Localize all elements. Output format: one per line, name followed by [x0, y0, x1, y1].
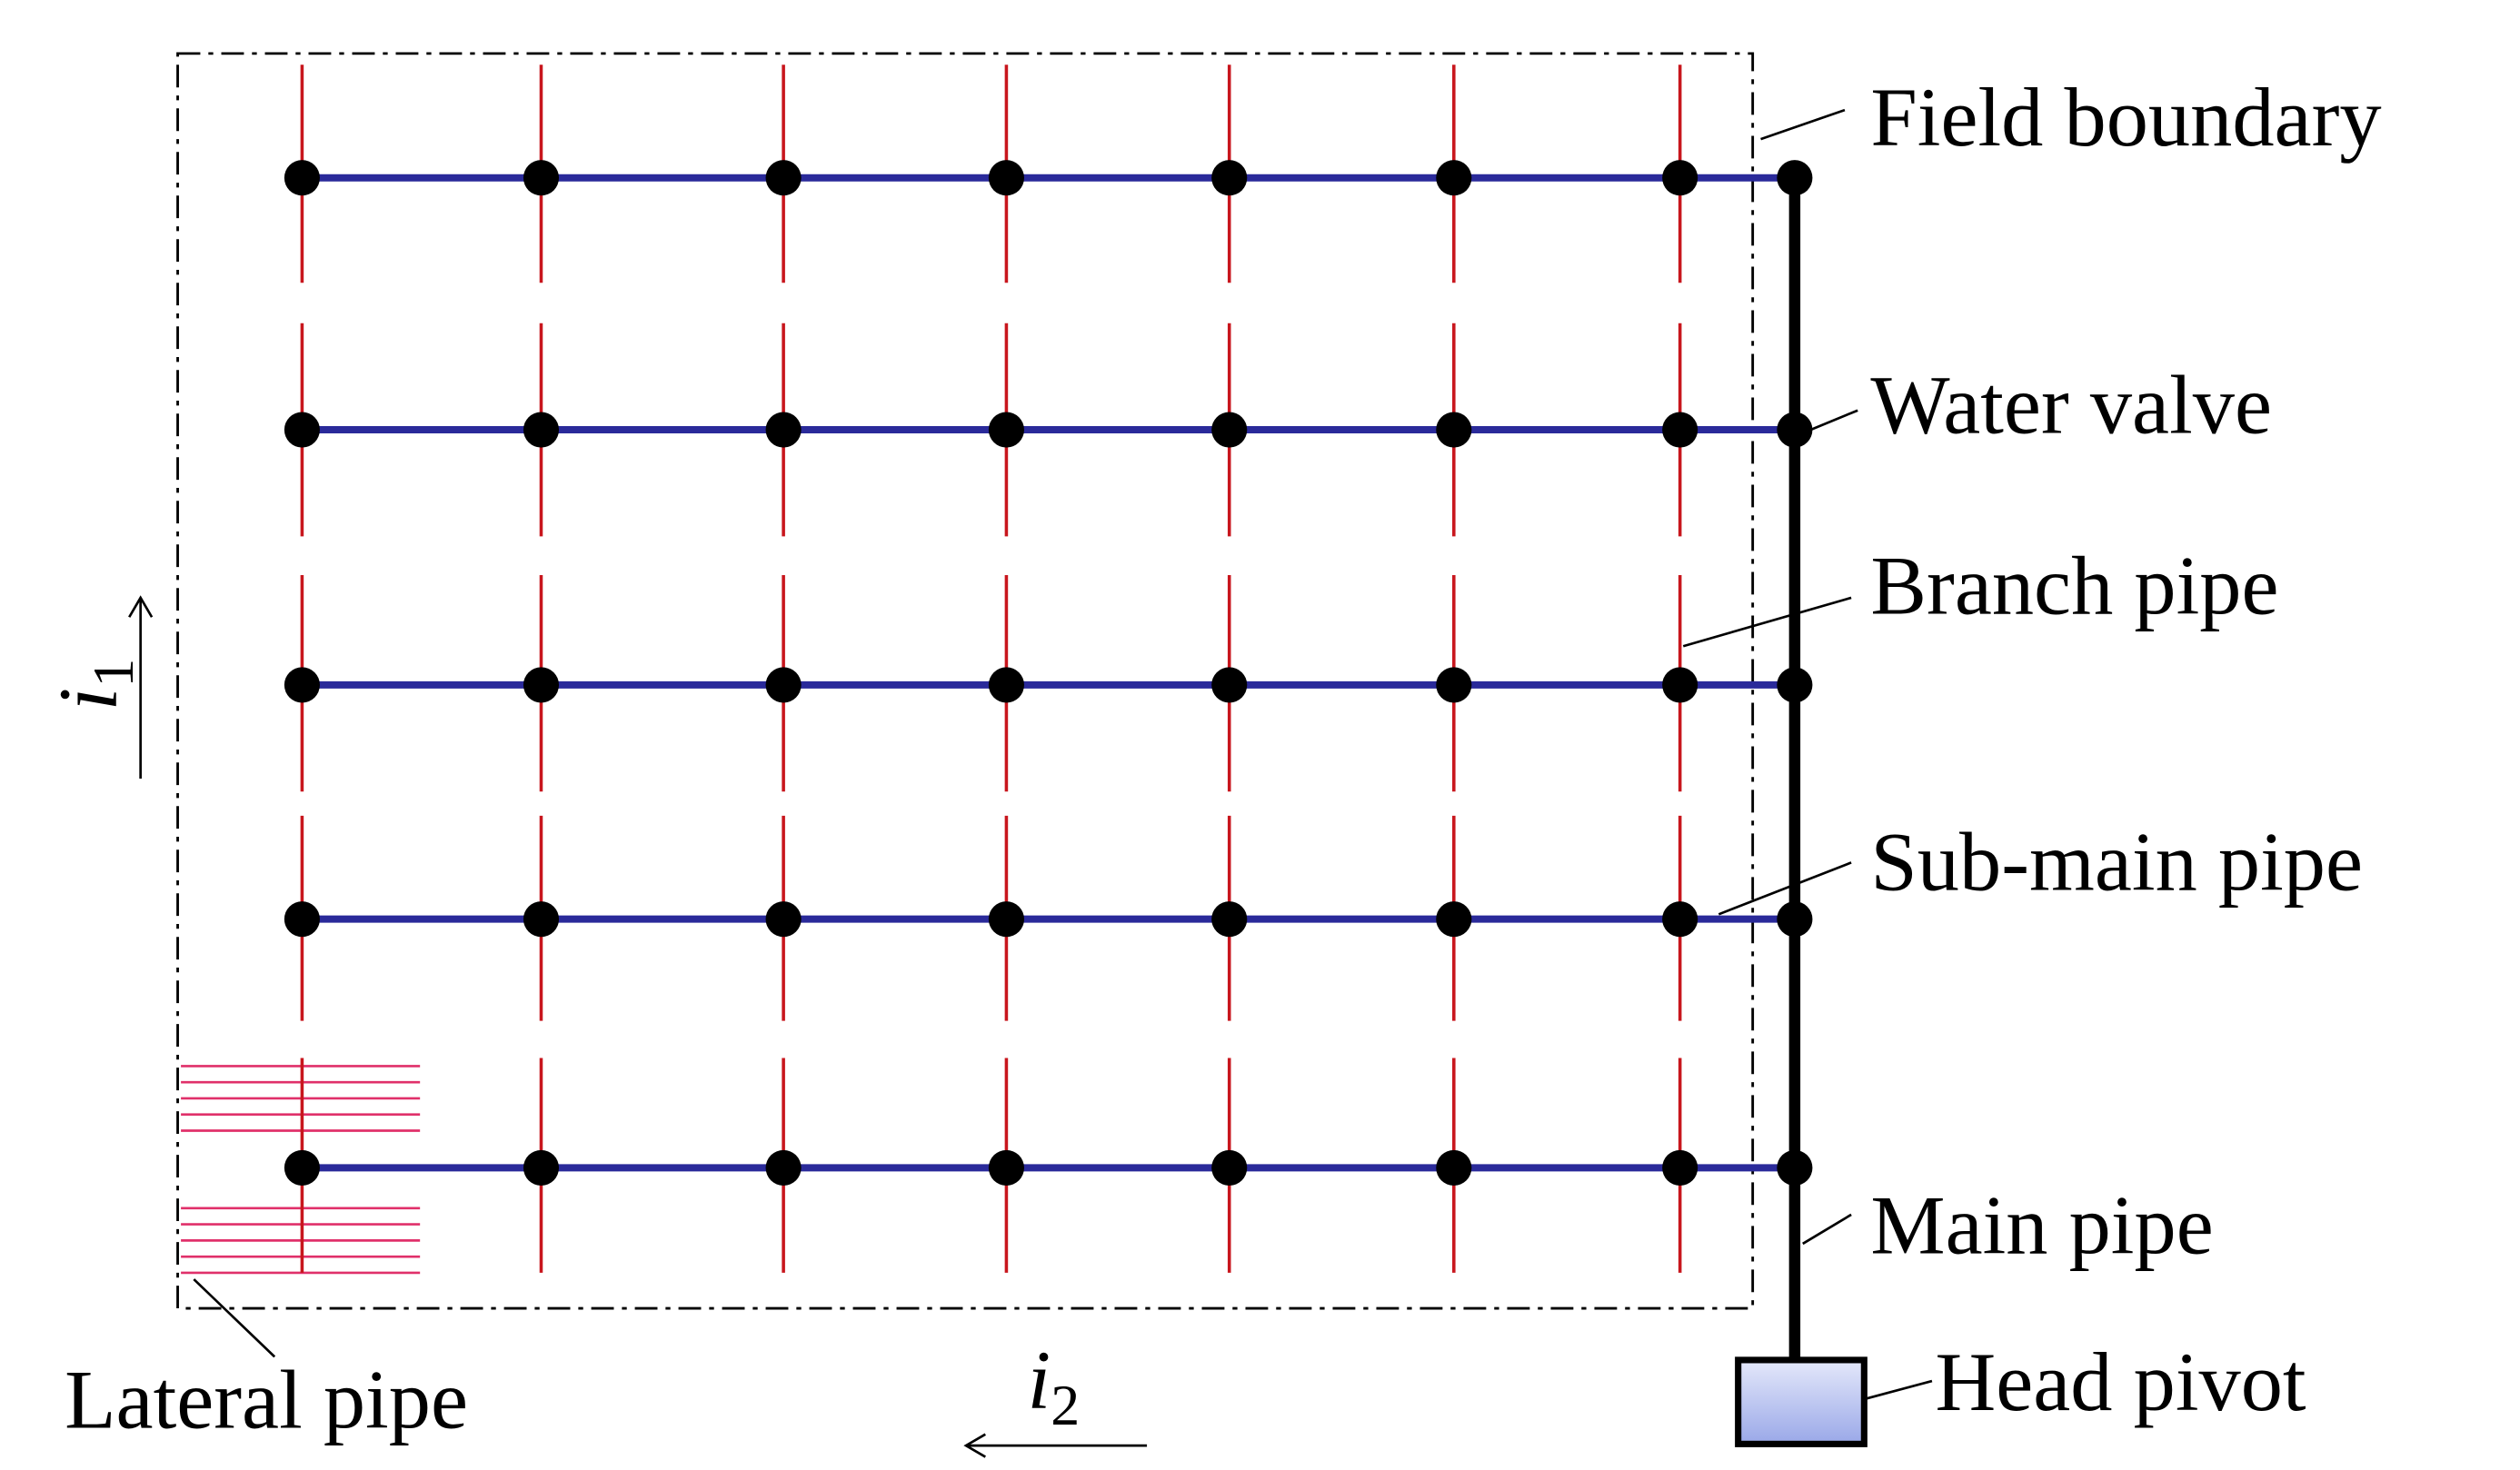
- symbol: i: [42, 688, 134, 711]
- water-valve: [1662, 412, 1698, 448]
- water-valve: [284, 1149, 320, 1186]
- water-valve: [765, 667, 802, 703]
- direction-i1: i1: [42, 659, 145, 711]
- water-valve: [988, 667, 1024, 703]
- field-boundary: [176, 52, 1755, 1310]
- label: Lateral pipe: [65, 1354, 468, 1446]
- water-valve: [284, 667, 320, 703]
- water-valve: [523, 901, 560, 938]
- label: Field boundary: [1870, 71, 2381, 164]
- water-valve: [1436, 667, 1472, 703]
- water-valve: [1211, 667, 1248, 703]
- water-valve: [1436, 901, 1472, 938]
- water-valve: [523, 412, 560, 448]
- water-valve: [765, 412, 802, 448]
- water-valve: [523, 1149, 560, 1186]
- arrow: [128, 595, 1148, 1458]
- water-valve: [284, 901, 320, 938]
- label: Branch pipe: [1870, 540, 2278, 632]
- leader-lines: [193, 108, 1933, 1400]
- water-valve: [988, 160, 1024, 196]
- water-valve: [284, 160, 320, 196]
- water-valve: [1436, 1149, 1472, 1186]
- water-valve: [1662, 160, 1698, 196]
- water-valve: [1211, 160, 1248, 196]
- water-valve: [1211, 412, 1248, 448]
- water-valve: [284, 412, 320, 448]
- label: Main pipe: [1870, 1179, 2213, 1272]
- label: Head pivot: [1936, 1336, 2306, 1428]
- label: Water valve: [1870, 359, 2272, 452]
- water-valve: [1662, 667, 1698, 703]
- water-valve: [765, 901, 802, 938]
- water-valve: [1436, 412, 1472, 448]
- subscript: 2: [1051, 1373, 1080, 1437]
- water-valve: [988, 1149, 1024, 1186]
- water-valve: [988, 412, 1024, 448]
- svg-text:i1: i1: [42, 659, 145, 711]
- water-valve: [765, 160, 802, 196]
- water-valve: [1662, 1149, 1698, 1186]
- water-valve: [1211, 1149, 1248, 1186]
- water-valve: [523, 160, 560, 196]
- subscript: 1: [81, 659, 145, 688]
- water-valve: [523, 667, 560, 703]
- head-pivot: [1735, 1356, 1868, 1447]
- direction-i2: i2: [1028, 1334, 1081, 1437]
- water-valve: [1662, 901, 1698, 938]
- water-valve: [988, 901, 1024, 938]
- water-valve: [1211, 901, 1248, 938]
- symbol: i: [1028, 1334, 1051, 1426]
- water-valve: [1436, 160, 1472, 196]
- water-valve: [765, 1149, 802, 1186]
- label: Sub-main pipe: [1870, 816, 2363, 909]
- pipe-network: [181, 65, 1813, 1275]
